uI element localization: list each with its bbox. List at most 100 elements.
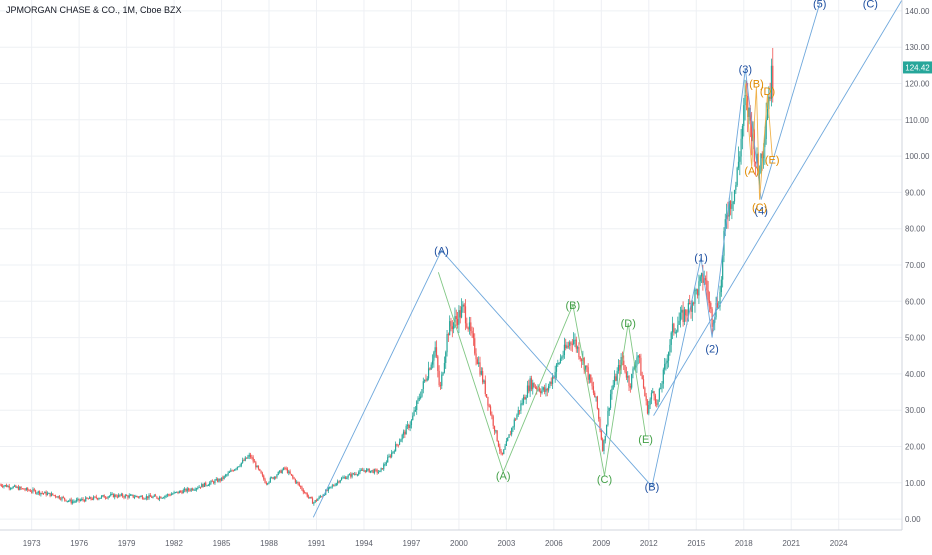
candle-body: [660, 388, 662, 390]
candle-body: [613, 376, 616, 385]
candle-body: [60, 498, 62, 500]
candle-body: [596, 396, 598, 409]
candle-body: [309, 496, 311, 498]
candle-body: [456, 319, 459, 325]
candle-body: [748, 107, 750, 118]
candle-body: [293, 477, 295, 480]
wave-label: (C): [597, 474, 612, 486]
y-tick-label: 50.00: [905, 334, 926, 343]
candle-body: [408, 424, 410, 429]
candle-body: [102, 495, 104, 497]
candle-body: [698, 281, 700, 296]
candle-body: [4, 485, 6, 487]
candle-body: [8, 485, 10, 489]
candle-body: [669, 344, 671, 353]
candle-body: [78, 498, 80, 501]
candle-body: [239, 465, 241, 467]
candle-body: [541, 389, 543, 394]
candle-body: [389, 455, 391, 457]
candle-body: [455, 316, 457, 320]
candle-body: [508, 434, 510, 438]
x-tick-label: 2015: [687, 539, 705, 548]
candle-body: [689, 302, 691, 304]
x-tick-label: 2021: [782, 539, 800, 548]
candle-body: [31, 491, 33, 493]
candle-body: [558, 362, 560, 364]
candle-body: [658, 388, 660, 400]
candle-body: [431, 360, 434, 365]
candle-body: [505, 440, 507, 447]
candle-body: [20, 487, 22, 489]
wave-label: (A): [744, 166, 759, 178]
candle-body: [28, 490, 30, 492]
candle-body: [193, 489, 195, 491]
candle-body: [566, 345, 568, 349]
candle-body: [282, 467, 285, 470]
candle-body: [587, 367, 589, 380]
candle-body: [449, 321, 451, 336]
candle-body: [354, 473, 356, 475]
trendline: [653, 0, 903, 416]
y-tick-label: 100.00: [905, 152, 930, 161]
candle-body: [50, 493, 53, 497]
candle-body: [215, 479, 217, 481]
candle-body: [530, 378, 533, 390]
candle-body: [56, 496, 58, 498]
candle-body: [244, 457, 246, 461]
candle-body: [600, 430, 602, 440]
candle-body: [675, 331, 678, 333]
candle-body: [551, 376, 554, 384]
candle-body: [317, 498, 319, 501]
candle-body: [69, 499, 71, 501]
candle-body: [770, 65, 773, 99]
candle-body: [214, 480, 216, 484]
candle-body: [107, 496, 109, 498]
candle-body: [462, 304, 464, 307]
candle-body: [441, 374, 443, 386]
candle-body: [305, 492, 307, 494]
candle-body: [729, 200, 732, 209]
candle-body: [330, 486, 332, 488]
candle-body: [36, 493, 38, 495]
wave-label: (B): [749, 78, 764, 90]
candle-body: [177, 491, 179, 494]
candle-body: [636, 357, 638, 366]
candle-body: [41, 492, 43, 494]
candle-body: [263, 475, 265, 480]
candle-body: [120, 494, 122, 496]
candle-body: [340, 478, 343, 481]
candle-body: [744, 94, 746, 106]
candle-body: [7, 485, 9, 487]
candle-body: [741, 126, 744, 139]
wave-lines: [312, 3, 821, 518]
candle-body: [563, 344, 566, 356]
candle-body: [737, 161, 740, 168]
candle-body: [492, 416, 494, 426]
candle-body: [235, 468, 237, 470]
candle-body: [44, 491, 46, 494]
candle-body: [151, 496, 153, 498]
candle-body: [166, 494, 169, 496]
candle-body: [666, 360, 668, 363]
candle-body: [123, 496, 125, 498]
candle-body: [359, 469, 361, 473]
candle-body: [517, 410, 519, 415]
candle-body: [198, 486, 200, 488]
candle-body: [650, 392, 653, 400]
candle-body: [732, 201, 734, 205]
candle-body: [253, 461, 256, 463]
x-tick-label: 2009: [592, 539, 610, 548]
candle-body: [678, 320, 680, 325]
candle-body: [190, 488, 192, 491]
y-tick-label: 40.00: [905, 370, 926, 379]
candle-body: [702, 273, 704, 283]
candle-body: [77, 498, 79, 500]
candle-body: [201, 484, 203, 488]
candle-body: [209, 482, 211, 486]
candle-body: [273, 476, 275, 479]
candle-body: [690, 303, 692, 312]
candle-body: [594, 392, 596, 398]
candle-body: [87, 498, 89, 500]
